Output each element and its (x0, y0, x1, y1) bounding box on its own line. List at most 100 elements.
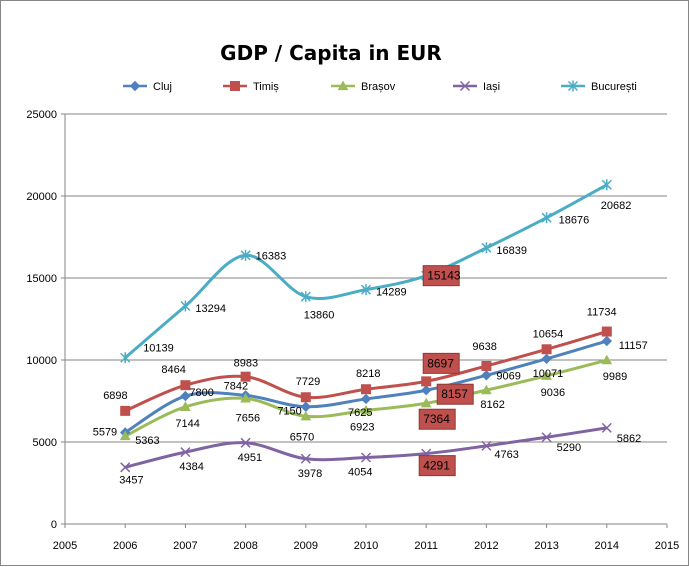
data-point (240, 392, 251, 403)
x-tick-label: 2013 (534, 540, 558, 552)
data-label: 7656 (236, 412, 260, 424)
x-tick-label: 2007 (173, 540, 197, 552)
data-label: 7625 (348, 407, 372, 419)
marker-stroke (481, 440, 492, 451)
label-highlight-box (436, 383, 474, 405)
data-point (300, 401, 312, 412)
data-label: 3978 (298, 468, 322, 480)
data-point (300, 453, 311, 464)
data-point (240, 249, 251, 261)
data-label: 8218 (356, 368, 380, 380)
label-highlight-box (422, 352, 460, 374)
marker-stroke (541, 432, 552, 443)
y-tick-label: 25000 (26, 109, 57, 121)
legend-item-cluj: Cluj (123, 80, 172, 93)
legend-label: Timiș (253, 81, 279, 93)
label-highlight-box (418, 408, 456, 430)
highlighted-data-label: 8157 (436, 383, 474, 405)
data-point (119, 430, 131, 441)
data-point (360, 452, 372, 463)
data-label: 4951 (238, 452, 262, 464)
data-label: 8157 (441, 387, 468, 401)
y-tick-label: 5000 (33, 437, 57, 449)
data-label: 6923 (350, 421, 374, 433)
data-label: 7144 (175, 418, 199, 430)
data-point (360, 284, 372, 296)
data-label: 16839 (496, 245, 527, 257)
data-label: 5363 (135, 435, 159, 447)
legend-item-timiș: Timiș (223, 81, 279, 93)
legend-marker (567, 80, 579, 92)
highlighted-data-label: 7364 (418, 408, 456, 430)
data-point (601, 335, 613, 347)
data-label: 7800 (189, 387, 213, 399)
x-tick-label: 2010 (354, 540, 378, 552)
data-label: 10654 (533, 328, 564, 340)
highlighted-data-label: 8697 (422, 352, 460, 374)
legend-label: Iași (483, 81, 500, 93)
data-point (120, 405, 131, 416)
data-label: 5579 (93, 427, 117, 439)
data-label: 16383 (256, 250, 287, 262)
legend-item-brașov: Brașov (331, 80, 396, 93)
data-point (481, 370, 492, 381)
data-point (180, 447, 191, 458)
data-point (361, 384, 371, 395)
data-point (420, 385, 432, 396)
label-highlight-box (418, 455, 456, 477)
label-highlight-box (422, 265, 460, 287)
data-point (421, 376, 432, 387)
data-label: 15143 (427, 269, 461, 283)
data-point (601, 422, 612, 433)
marker-stroke (300, 453, 311, 464)
data-label: 11157 (619, 340, 648, 352)
data-label: 20682 (601, 200, 632, 212)
data-label: 8162 (480, 399, 504, 411)
legend-marker (337, 80, 349, 91)
data-point (481, 360, 492, 371)
x-tick-label: 2006 (113, 540, 137, 552)
data-label: 7729 (296, 376, 320, 388)
legend-item-iași: Iași (453, 80, 500, 93)
data-label: 13860 (304, 310, 335, 322)
legend-item-bucurești: București (561, 80, 637, 93)
data-point (541, 432, 552, 443)
data-point (180, 401, 191, 411)
data-point (420, 397, 432, 408)
data-label: 10071 (533, 368, 564, 380)
data-point (541, 370, 552, 380)
legend: Cluj Timiș Brașov Iași București (123, 80, 637, 93)
data-point (180, 300, 191, 312)
data-label: 8464 (161, 364, 185, 376)
data-point (541, 212, 552, 224)
x-tick-label: 2011 (414, 540, 438, 552)
data-label: 6898 (103, 390, 127, 402)
data-point (481, 384, 492, 395)
data-label: 4384 (179, 461, 203, 473)
data-point (240, 371, 251, 382)
x-tick-label: 2009 (294, 540, 318, 552)
data-labels: 5579 7800 7842 7150 7625 8157 9069 10071 11157 68… (93, 200, 648, 486)
legend-label: Brașov (361, 81, 396, 93)
data-label: 7150 (277, 406, 301, 418)
data-label: 7364 (423, 412, 450, 426)
data-label: 3457 (119, 474, 143, 486)
chart-title: GDP / Capita in EUR (220, 41, 442, 65)
marker-stroke (601, 422, 612, 433)
series-markers (119, 179, 613, 473)
data-label: 18676 (559, 215, 590, 227)
data-point (601, 179, 612, 191)
data-point (300, 291, 311, 303)
data-label: 9036 (541, 387, 565, 399)
axes: 0 5000 10000 15000 20000 25000 2005 2006 2007 200… (26, 109, 679, 552)
data-label: 9989 (603, 371, 627, 383)
x-tick-label: 2012 (474, 540, 498, 552)
gridlines (65, 113, 667, 443)
legend-label: Cluj (153, 81, 172, 93)
data-point (360, 393, 372, 405)
marker-stroke (240, 437, 251, 448)
marker-stroke (360, 452, 372, 463)
data-label: 9638 (472, 341, 496, 353)
